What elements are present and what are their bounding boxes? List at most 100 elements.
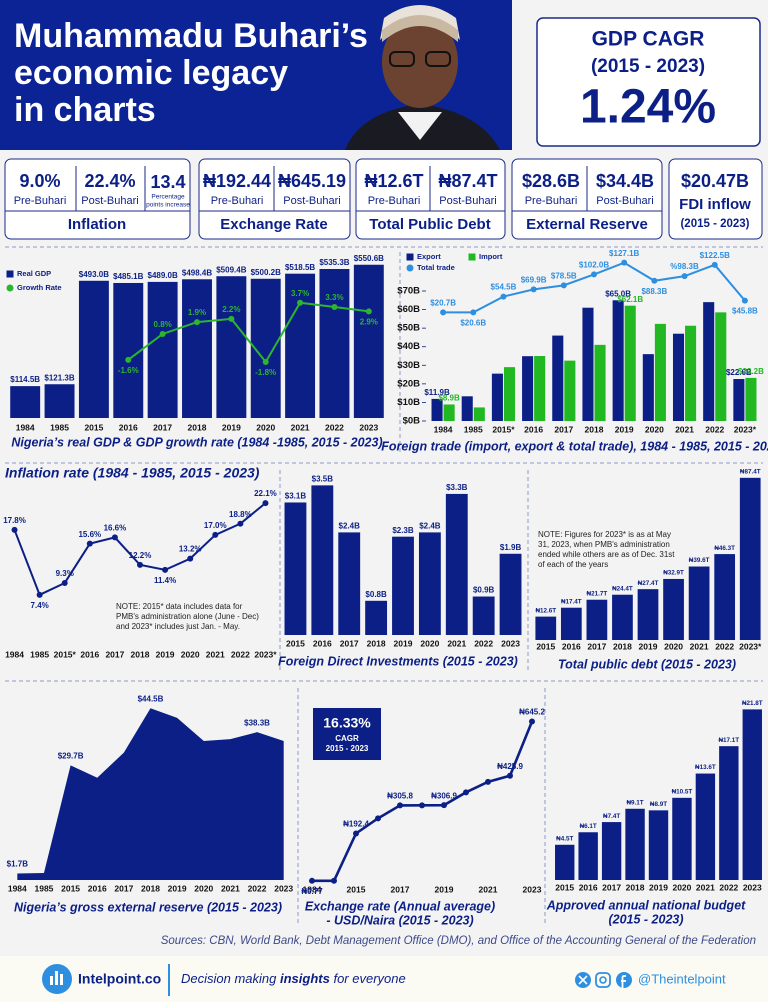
value-label: 17.0% [204,521,227,530]
stat-label: Pre-Buhari [14,195,67,207]
point [711,261,718,268]
header-title: in charts [14,91,156,129]
value-label: $122.5B [700,251,730,260]
stat-note: Percentage [151,194,185,201]
bar [695,773,716,880]
header-title: economic legacy [14,54,288,92]
value-label: -1.6% [118,366,139,375]
value-label: $489.0B [148,271,178,280]
x-tick-label: 1984 [303,884,322,894]
value-label: 3.7% [291,289,309,298]
value-label: $493.0B [79,270,109,279]
legend-marker [406,264,414,272]
value-label: $54.5B [491,283,517,292]
value-label: $2.4B [419,522,441,531]
bar [688,566,710,640]
value-label: $485.1B [113,272,143,281]
value-label: ₦8.9T [650,801,667,808]
bar [472,596,495,635]
x-tick-label: 2021 [447,638,466,648]
legend-label: Real GDP [17,269,51,278]
bar [672,797,692,880]
kpi-label: GDP CAGR [592,28,705,51]
x-tick-label: 1985 [50,422,69,432]
stat-value: 22.4% [84,171,135,191]
x-tick-label: 2016 [80,649,99,659]
chart-title: Exchange rate (Annual average) [305,899,495,913]
legend-label: Growth Rate [17,283,62,292]
stat-box [4,158,191,240]
bar [10,386,41,418]
bar [663,578,684,640]
point [591,271,597,278]
x-tick-label: 2022 [325,422,344,432]
brand-logo [42,964,72,994]
y-tick-label: $10B [397,397,420,408]
point [297,299,304,306]
point [397,802,403,809]
point [463,789,469,796]
point [470,309,477,316]
stat-label: Post-Buhari [81,195,138,207]
point [419,802,425,809]
value-label: ₦17.4T [561,598,582,605]
point [485,778,491,785]
x-tick-label: 2016 [119,422,138,432]
bar [431,398,443,421]
x-tick-label: 2015* [54,649,77,659]
value-label: ₦27.4T [638,580,659,587]
x-tick-label: 2023 [743,882,762,892]
bar [44,384,75,418]
bar [284,502,307,635]
x-tick-label: 2015 [286,638,305,648]
x-tick-label: 2015 [84,422,103,432]
bar [319,269,350,418]
bar [418,532,441,635]
value-label: 17.8% [3,516,26,525]
value-label: $550.6B [354,254,384,263]
point [262,500,269,507]
stat-value: $34.4B [596,171,654,191]
bar [739,477,761,640]
x-tick-label: 2022 [474,638,493,648]
bar [535,616,557,640]
x-tick-label: 2022 [248,883,267,893]
note: NOTE: Figures for 2023* is as at May [538,530,671,539]
stat-label: Post-Buhari [283,195,340,207]
stat-value: 13.4 [150,172,185,192]
stat-label: Pre-Buhari [525,195,578,207]
value-label: $1.9B [500,543,522,552]
bar [578,832,598,880]
bar [473,407,485,421]
x-tick-label: 2022 [715,641,734,651]
x-tick-label: 2017 [391,884,410,894]
value-label: $29.7B [58,751,84,760]
value-label: 2.2% [222,305,240,314]
value-label: ₦4.5T [556,835,573,842]
value-label: $500.2B [251,268,281,277]
note: PMB's administration alone (June - Dec) [116,612,259,621]
stat-label: Pre-Buhari [211,195,264,207]
value-label: $44.5B [138,694,164,703]
x-tick-label: 2019 [649,882,668,892]
point [741,297,748,304]
x-tick-label: 2021 [206,649,225,659]
legend-marker [6,284,14,292]
bar [113,282,144,418]
point [681,273,688,280]
value-label: ₦21.7T [587,590,608,597]
x-tick-label: 2020 [256,422,275,432]
x-tick-label: 2020 [672,882,691,892]
x-tick-label: 2019 [615,424,634,434]
point [441,802,447,809]
x-tick-label: 2017 [340,638,359,648]
annotation-period: 2015 - 2023 [326,744,369,753]
bar [353,264,384,418]
value-label: 3.3% [325,293,343,302]
point [162,566,169,573]
point [212,531,219,538]
value-label: 2.9% [360,317,378,326]
x-tick-label: 2020 [645,424,664,434]
value-label: ₦0.77 [301,887,323,896]
x-tick-label: 2018 [613,641,632,651]
